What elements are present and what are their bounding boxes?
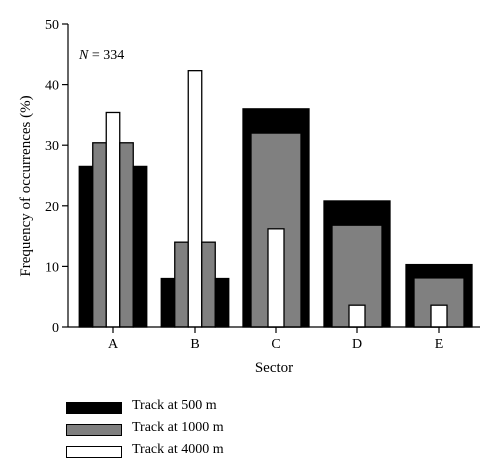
x-tick-label: D	[352, 337, 362, 352]
y-tick-label: 0	[52, 321, 59, 336]
legend-swatch	[66, 424, 122, 436]
bar-B-track-at-1000-m	[174, 241, 189, 328]
bar-B-track-at-4000-m	[187, 70, 203, 328]
bars	[78, 70, 473, 328]
y-axis-label: Frequency of occurrences (%)	[18, 95, 34, 276]
bar-E-track-at-4000-m	[430, 304, 448, 328]
legend-label: Track at 500 m	[132, 398, 217, 413]
x-tick-label: C	[271, 337, 280, 352]
legend-swatch	[66, 402, 122, 414]
x-axis-ticks: A B C D E	[108, 327, 443, 352]
y-tick-label: 20	[45, 200, 59, 215]
x-tick-label: B	[190, 337, 199, 352]
legend-label: Track at 4000 m	[132, 442, 224, 457]
bar-A-track-at-4000-m	[105, 111, 121, 328]
bar-B-track-at-500-m	[160, 277, 176, 328]
y-tick-label: 10	[45, 260, 59, 275]
x-tick-label: E	[435, 337, 444, 352]
bar-A-track-at-500-m	[78, 165, 94, 328]
y-tick-label: 40	[45, 79, 59, 94]
bar-B-track-at-1000-m	[201, 241, 216, 328]
bar-B-track-at-500-m	[214, 277, 230, 328]
x-tick-label: A	[108, 337, 119, 352]
bar-A-track-at-1000-m	[92, 142, 107, 328]
y-tick-label: 50	[45, 18, 59, 33]
y-tick-label: 30	[45, 139, 59, 154]
bar-D-track-at-4000-m	[348, 304, 366, 328]
legend-swatch	[66, 446, 122, 458]
bar-A-track-at-1000-m	[119, 142, 134, 328]
legend-label: Track at 1000 m	[132, 420, 224, 435]
bar-A-track-at-500-m	[132, 165, 148, 328]
x-axis-label: Sector	[255, 360, 293, 376]
y-axis-ticks: 0 10 20 30 40 50	[45, 18, 68, 336]
bar-C-track-at-4000-m	[267, 228, 285, 328]
sample-size-annotation: N = 334	[78, 48, 124, 63]
